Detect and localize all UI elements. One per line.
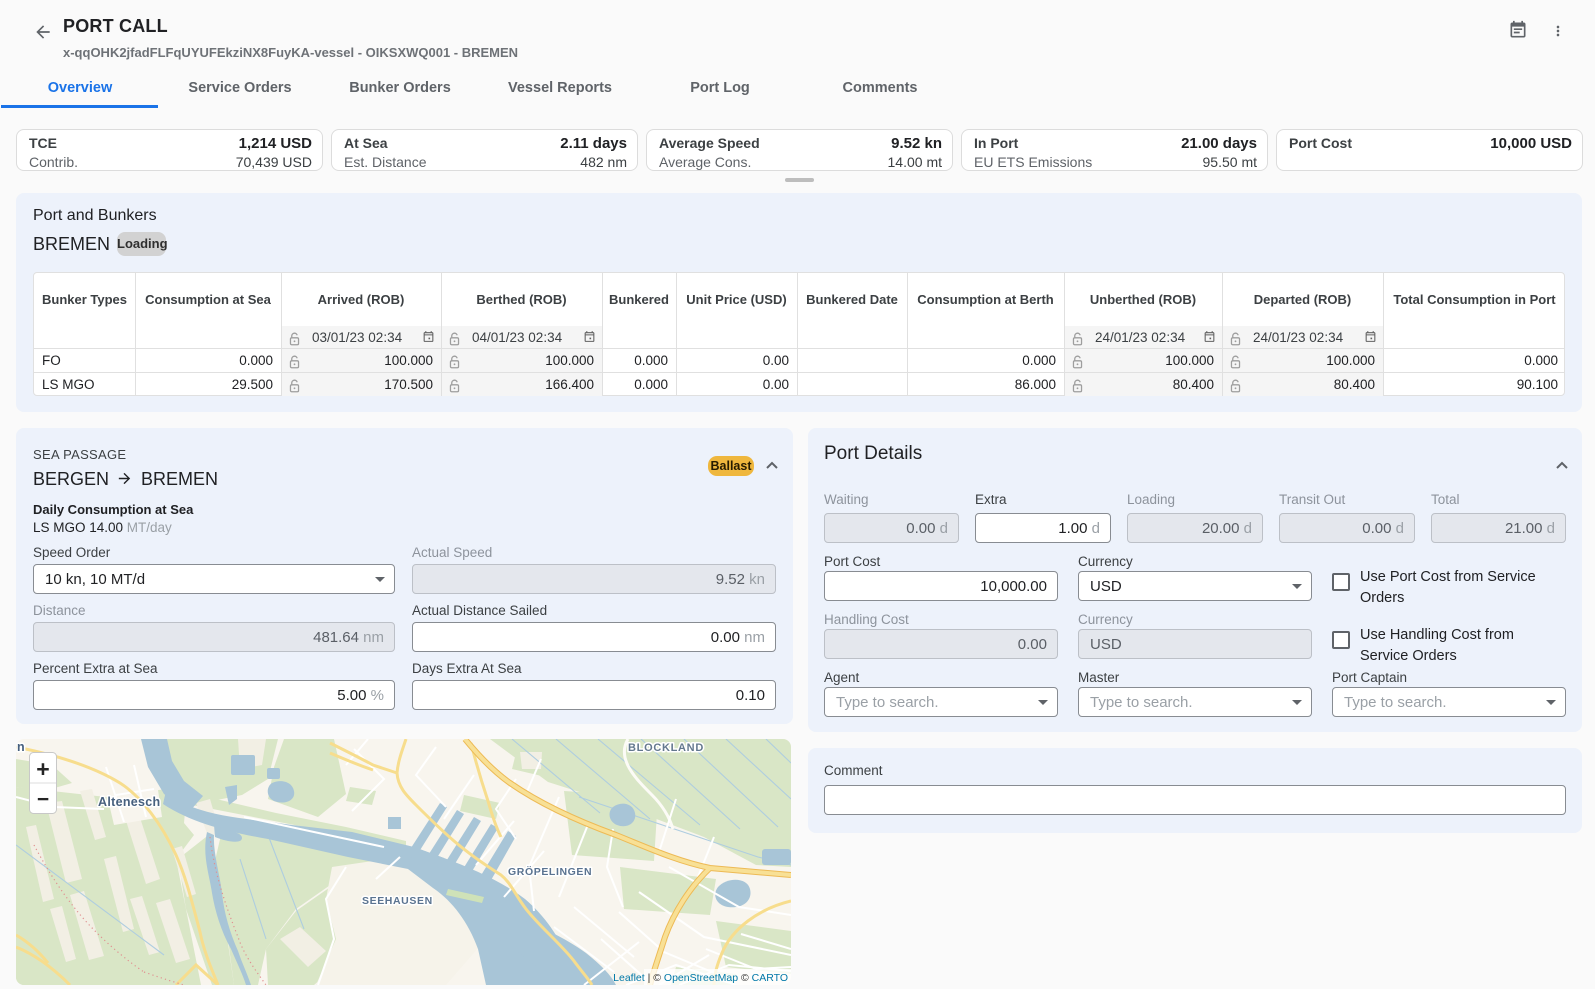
svg-text:GRÖPELINGEN: GRÖPELINGEN	[508, 865, 592, 878]
svg-text:n: n	[17, 740, 25, 754]
svg-text:Leaflet | © OpenStreetMap © CA: Leaflet | © OpenStreetMap © CARTO	[613, 972, 788, 984]
svg-text:−: −	[37, 788, 49, 811]
svg-text:SEEHAUSEN: SEEHAUSEN	[362, 895, 433, 907]
svg-text:+: +	[36, 756, 49, 782]
svg-text:Altenesch: Altenesch	[98, 795, 160, 809]
svg-text:BLOCKLAND: BLOCKLAND	[628, 742, 704, 754]
